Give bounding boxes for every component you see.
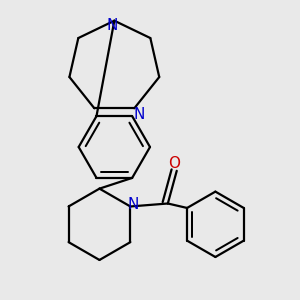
Text: N: N (133, 107, 144, 122)
Text: N: N (106, 18, 118, 33)
Text: N: N (128, 196, 139, 211)
Text: O: O (168, 156, 180, 171)
